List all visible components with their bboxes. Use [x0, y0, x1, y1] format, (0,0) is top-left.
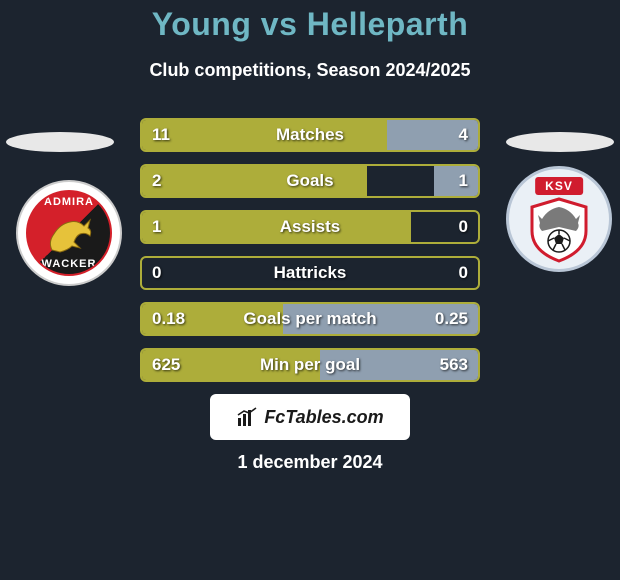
stat-label: Goals [142, 166, 478, 196]
stat-value-right: 4 [459, 120, 468, 150]
brand-text: FcTables.com [264, 407, 383, 428]
comparison-bars: Matches114Goals21Assists10Hattricks00Goa… [140, 118, 480, 394]
brand-box[interactable]: FcTables.com [210, 394, 410, 440]
stat-value-right: 1 [459, 166, 468, 196]
stat-row: Matches11 4 [140, 118, 480, 152]
stat-value-left: 1 [152, 212, 161, 242]
date-label: 1 december 2024 [0, 452, 620, 473]
stat-value-left: 625 [152, 350, 180, 380]
stat-value-left: 0.18 [152, 304, 185, 334]
stat-label: Hattricks [142, 258, 478, 288]
griffin-icon [46, 214, 96, 256]
stat-value-right: 563 [440, 350, 468, 380]
stat-row: Hattricks0 0 [140, 256, 480, 290]
admira-text-top: ADMIRA [28, 196, 110, 208]
stat-value-left: 2 [152, 166, 161, 196]
admira-badge-outer: ADMIRA WACKER [16, 180, 122, 286]
stat-value-right: 0 [459, 258, 468, 288]
stat-value-right: 0.25 [435, 304, 468, 334]
ksv-shield-icon [526, 197, 592, 263]
team-badge-left: ADMIRA WACKER [16, 180, 122, 286]
stat-label: Assists [142, 212, 478, 242]
player-shadow-right [506, 132, 614, 152]
stat-row: Min per goal625 563 [140, 348, 480, 382]
stat-value-right: 0 [459, 212, 468, 242]
ksv-banner: KSV [535, 177, 583, 195]
admira-text-bot: WACKER [28, 258, 110, 270]
stat-value-left: 11 [152, 120, 170, 150]
chart-icon [236, 406, 258, 428]
page-title: Young vs Helleparth [0, 6, 620, 43]
subtitle: Club competitions, Season 2024/2025 [0, 60, 620, 81]
stat-row: Goals per match0.18 0.25 [140, 302, 480, 336]
stat-label: Goals per match [142, 304, 478, 334]
player-shadow-left [6, 132, 114, 152]
stat-row: Assists1 0 [140, 210, 480, 244]
team-badge-right: KSV [506, 166, 612, 272]
stat-label: Matches [142, 120, 478, 150]
stat-value-left: 0 [152, 258, 161, 288]
ksv-badge-outer: KSV [506, 166, 612, 272]
admira-badge-inner: ADMIRA WACKER [26, 190, 112, 276]
stat-label: Min per goal [142, 350, 478, 380]
stat-row: Goals2 1 [140, 164, 480, 198]
